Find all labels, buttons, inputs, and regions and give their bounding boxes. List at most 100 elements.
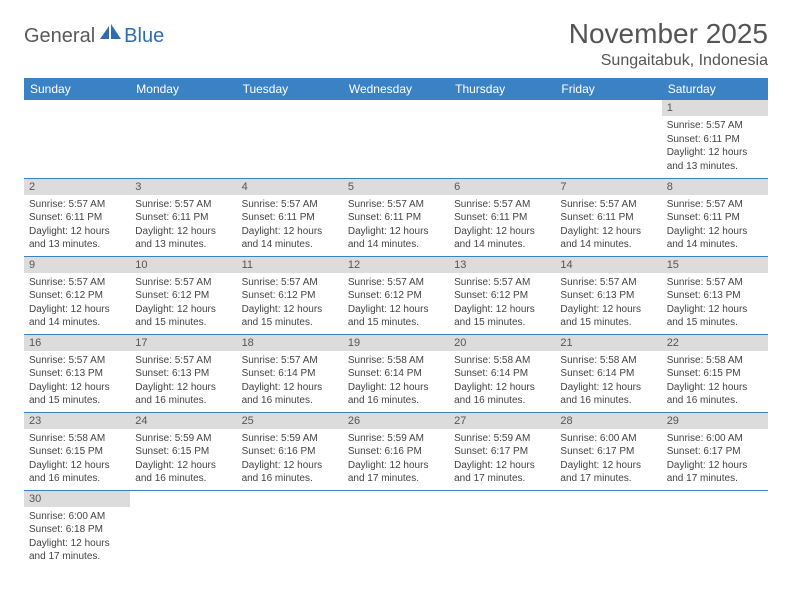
day-detail-line: Sunrise: 5:58 AM: [667, 354, 763, 368]
day-number: 16: [24, 335, 130, 351]
calendar-week-row: 30Sunrise: 6:00 AMSunset: 6:18 PMDayligh…: [24, 490, 768, 568]
day-detail-line: Sunset: 6:17 PM: [454, 445, 550, 459]
day-detail-line: Sunrise: 5:57 AM: [29, 276, 125, 290]
day-number: 18: [237, 335, 343, 351]
day-details: Sunrise: 6:00 AMSunset: 6:17 PMDaylight:…: [662, 429, 768, 489]
calendar-day-cell: 13Sunrise: 5:57 AMSunset: 6:12 PMDayligh…: [449, 256, 555, 334]
day-number: 19: [343, 335, 449, 351]
day-details: Sunrise: 5:57 AMSunset: 6:11 PMDaylight:…: [343, 195, 449, 255]
day-detail-line: Daylight: 12 hours and 15 minutes.: [560, 303, 656, 330]
day-detail-line: Sunrise: 5:57 AM: [560, 276, 656, 290]
day-details: Sunrise: 5:59 AMSunset: 6:15 PMDaylight:…: [130, 429, 236, 489]
day-detail-line: Sunrise: 5:57 AM: [348, 198, 444, 212]
weekday-friday: Friday: [555, 78, 661, 100]
day-detail-line: Daylight: 12 hours and 16 minutes.: [560, 381, 656, 408]
calendar-day-cell: 14Sunrise: 5:57 AMSunset: 6:13 PMDayligh…: [555, 256, 661, 334]
calendar-day-cell: 25Sunrise: 5:59 AMSunset: 6:16 PMDayligh…: [237, 412, 343, 490]
day-details: Sunrise: 6:00 AMSunset: 6:18 PMDaylight:…: [24, 507, 130, 567]
day-detail-line: Daylight: 12 hours and 14 minutes.: [454, 225, 550, 252]
day-detail-line: Daylight: 12 hours and 16 minutes.: [135, 381, 231, 408]
day-number: 12: [343, 257, 449, 273]
calendar-day-cell: [24, 100, 130, 178]
day-detail-line: Sunset: 6:14 PM: [454, 367, 550, 381]
day-detail-line: Daylight: 12 hours and 16 minutes.: [135, 459, 231, 486]
calendar-day-cell: [343, 100, 449, 178]
day-detail-line: Daylight: 12 hours and 17 minutes.: [454, 459, 550, 486]
day-detail-line: Sunrise: 5:57 AM: [135, 276, 231, 290]
day-number: 29: [662, 413, 768, 429]
day-detail-line: Sunrise: 5:57 AM: [348, 276, 444, 290]
calendar-day-cell: 7Sunrise: 5:57 AMSunset: 6:11 PMDaylight…: [555, 178, 661, 256]
day-detail-line: Sunset: 6:14 PM: [348, 367, 444, 381]
calendar-week-row: 9Sunrise: 5:57 AMSunset: 6:12 PMDaylight…: [24, 256, 768, 334]
calendar-day-cell: [662, 490, 768, 568]
day-detail-line: Sunrise: 5:57 AM: [667, 276, 763, 290]
day-details: Sunrise: 5:58 AMSunset: 6:14 PMDaylight:…: [555, 351, 661, 411]
day-detail-line: Sunrise: 5:57 AM: [242, 276, 338, 290]
logo: General Blue: [24, 24, 164, 49]
logo-text-general: General: [24, 25, 95, 48]
day-number: 14: [555, 257, 661, 273]
day-detail-line: Sunrise: 5:57 AM: [454, 198, 550, 212]
day-number: 30: [24, 491, 130, 507]
weekday-saturday: Saturday: [662, 78, 768, 100]
day-detail-line: Daylight: 12 hours and 17 minutes.: [29, 537, 125, 564]
calendar-day-cell: [237, 490, 343, 568]
day-detail-line: Daylight: 12 hours and 16 minutes.: [29, 459, 125, 486]
calendar-day-cell: [343, 490, 449, 568]
day-detail-line: Sunrise: 5:57 AM: [667, 119, 763, 133]
day-detail-line: Sunset: 6:11 PM: [454, 211, 550, 225]
calendar-day-cell: 6 Sunrise: 5:57 AMSunset: 6:11 PMDaylight…: [449, 178, 555, 256]
day-detail-line: Sunrise: 6:00 AM: [560, 432, 656, 446]
day-number: 24: [130, 413, 236, 429]
day-detail-line: Sunset: 6:11 PM: [667, 211, 763, 225]
day-details: Sunrise: 5:57 AMSunset: 6:13 PMDaylight:…: [662, 273, 768, 333]
day-detail-line: Sunset: 6:11 PM: [560, 211, 656, 225]
day-detail-line: Sunrise: 5:57 AM: [242, 354, 338, 368]
day-number: 26: [343, 413, 449, 429]
day-detail-line: Sunset: 6:11 PM: [242, 211, 338, 225]
day-detail-line: Sunset: 6:13 PM: [29, 367, 125, 381]
weekday-sunday: Sunday: [24, 78, 130, 100]
calendar-day-cell: 9Sunrise: 5:57 AMSunset: 6:12 PMDaylight…: [24, 256, 130, 334]
day-detail-line: Sunrise: 5:57 AM: [667, 198, 763, 212]
weekday-wednesday: Wednesday: [343, 78, 449, 100]
day-number: 4: [237, 179, 343, 195]
calendar-day-cell: 12Sunrise: 5:57 AMSunset: 6:12 PMDayligh…: [343, 256, 449, 334]
day-details: Sunrise: 5:57 AMSunset: 6:12 PMDaylight:…: [130, 273, 236, 333]
day-detail-line: Daylight: 12 hours and 15 minutes.: [135, 303, 231, 330]
calendar-day-cell: 27Sunrise: 5:59 AMSunset: 6:17 PMDayligh…: [449, 412, 555, 490]
day-details: Sunrise: 5:57 AMSunset: 6:12 PMDaylight:…: [343, 273, 449, 333]
day-detail-line: Sunset: 6:12 PM: [454, 289, 550, 303]
day-detail-line: Daylight: 12 hours and 14 minutes.: [29, 303, 125, 330]
day-number: 6: [449, 179, 555, 195]
day-detail-line: Daylight: 12 hours and 16 minutes.: [242, 381, 338, 408]
logo-sail-icon: [100, 24, 122, 45]
day-details: Sunrise: 5:58 AMSunset: 6:15 PMDaylight:…: [24, 429, 130, 489]
day-detail-line: Daylight: 12 hours and 14 minutes.: [242, 225, 338, 252]
day-detail-line: Sunrise: 5:57 AM: [560, 198, 656, 212]
calendar-week-row: 1Sunrise: 5:57 AMSunset: 6:11 PMDaylight…: [24, 100, 768, 178]
weekday-header-row: Sunday Monday Tuesday Wednesday Thursday…: [24, 78, 768, 100]
day-detail-line: Sunrise: 6:00 AM: [29, 510, 125, 524]
day-detail-line: Sunset: 6:17 PM: [667, 445, 763, 459]
day-number: 21: [555, 335, 661, 351]
day-detail-line: Sunrise: 5:58 AM: [29, 432, 125, 446]
day-number: 27: [449, 413, 555, 429]
day-detail-line: Daylight: 12 hours and 13 minutes.: [667, 146, 763, 173]
month-title: November 2025: [569, 18, 768, 50]
day-detail-line: Daylight: 12 hours and 15 minutes.: [454, 303, 550, 330]
day-details: Sunrise: 5:57 AMSunset: 6:11 PMDaylight:…: [130, 195, 236, 255]
day-detail-line: Sunset: 6:15 PM: [29, 445, 125, 459]
calendar-day-cell: 28Sunrise: 6:00 AMSunset: 6:17 PMDayligh…: [555, 412, 661, 490]
day-detail-line: Sunset: 6:16 PM: [348, 445, 444, 459]
day-number: 23: [24, 413, 130, 429]
calendar-day-cell: 11Sunrise: 5:57 AMSunset: 6:12 PMDayligh…: [237, 256, 343, 334]
day-detail-line: Sunrise: 5:59 AM: [242, 432, 338, 446]
day-number: 1: [662, 100, 768, 116]
day-detail-line: Sunrise: 5:57 AM: [29, 354, 125, 368]
day-detail-line: Sunset: 6:11 PM: [135, 211, 231, 225]
day-detail-line: Sunset: 6:15 PM: [135, 445, 231, 459]
day-detail-line: Sunset: 6:12 PM: [135, 289, 231, 303]
day-detail-line: Sunrise: 5:57 AM: [454, 276, 550, 290]
